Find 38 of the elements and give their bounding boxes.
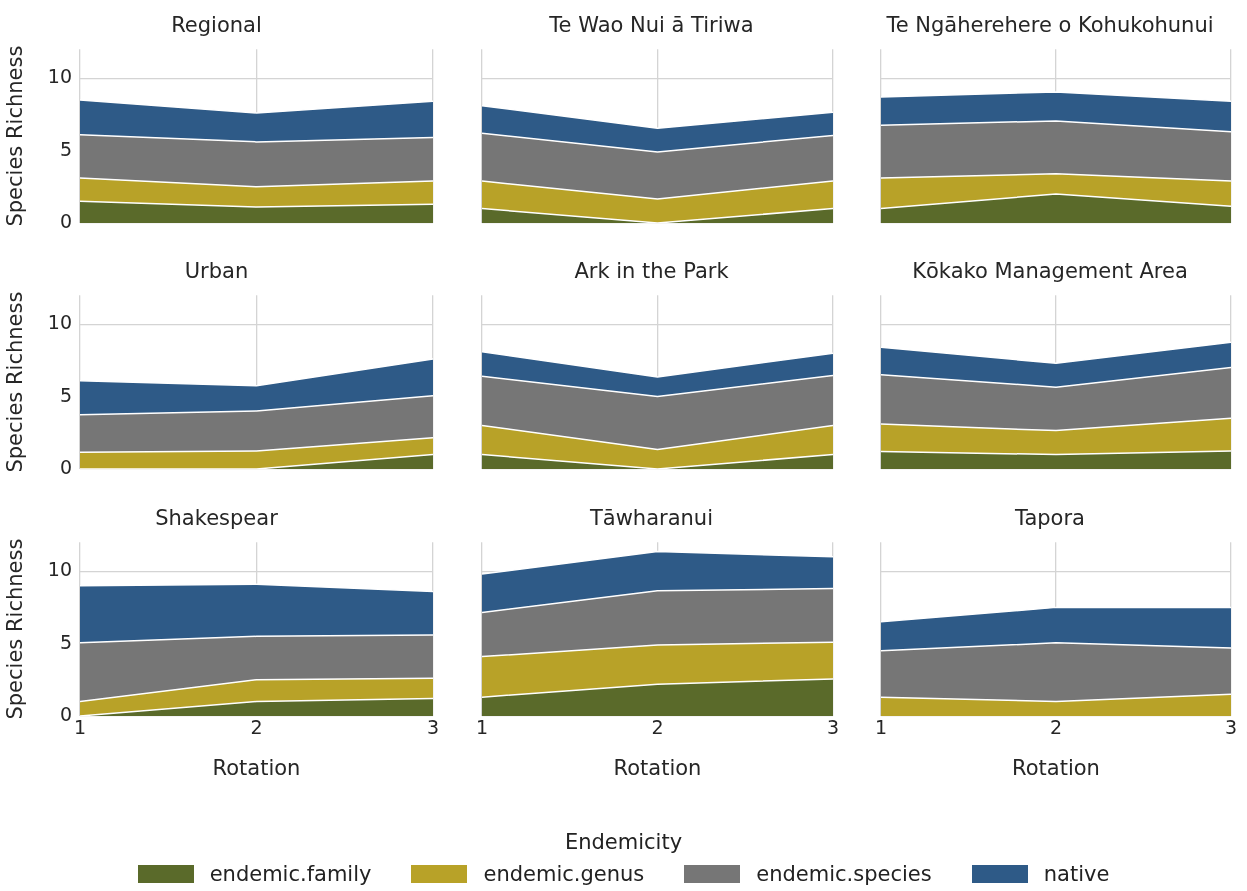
x-tick-label: 3 [426,716,440,739]
y-axis-title: Species Richness [3,538,28,720]
x-axis-title: Rotation [212,755,301,780]
y-tick-label: 10 [47,65,72,88]
x-tick-label: 2 [1049,716,1063,739]
y-axis-title: Species Richness [3,45,28,227]
y-tick-label: 0 [59,702,72,725]
chart-title: Kōkako Management Area [912,259,1188,284]
y-tick-label: 10 [47,558,72,581]
x-axis-title: Rotation [613,755,702,780]
chart-title: Shakespear [155,506,279,531]
chart-title: Ark in the Park [574,259,730,284]
chart-title: Te Wao Nui ā Tiriwa [548,13,754,38]
chart-title: Regional [171,13,262,38]
y-tick-label: 0 [59,455,72,478]
y-tick-label: 0 [59,209,72,232]
legend-title: Endemicity [563,830,684,854]
x-tick-label: 1 [73,716,87,739]
x-tick-label: 3 [1224,716,1238,739]
x-axis-title: Rotation [1012,755,1100,780]
y-tick-label: 5 [59,383,72,406]
legend-label: endemic.genus [483,862,645,886]
chart-title: Urban [184,259,249,284]
y-tick-label: 5 [59,630,72,653]
x-tick-label: 2 [250,716,263,739]
chart-title: Tapora [1014,506,1085,531]
legend-label: endemic.family [209,862,372,886]
x-tick-label: 1 [874,716,888,739]
chart-title: Te Ngāherehere o Kohukohunui [885,13,1214,38]
legend-label: endemic.species [756,862,932,886]
y-axis-title: Species Richness [3,291,28,473]
x-tick-label: 3 [826,716,840,739]
x-tick-label: 1 [475,716,489,739]
chart-title: Tāwharanui [588,506,714,531]
y-tick-label: 10 [47,311,72,334]
y-tick-label: 5 [59,137,72,160]
x-tick-label: 2 [651,716,664,739]
legend-label: native [1043,862,1110,886]
